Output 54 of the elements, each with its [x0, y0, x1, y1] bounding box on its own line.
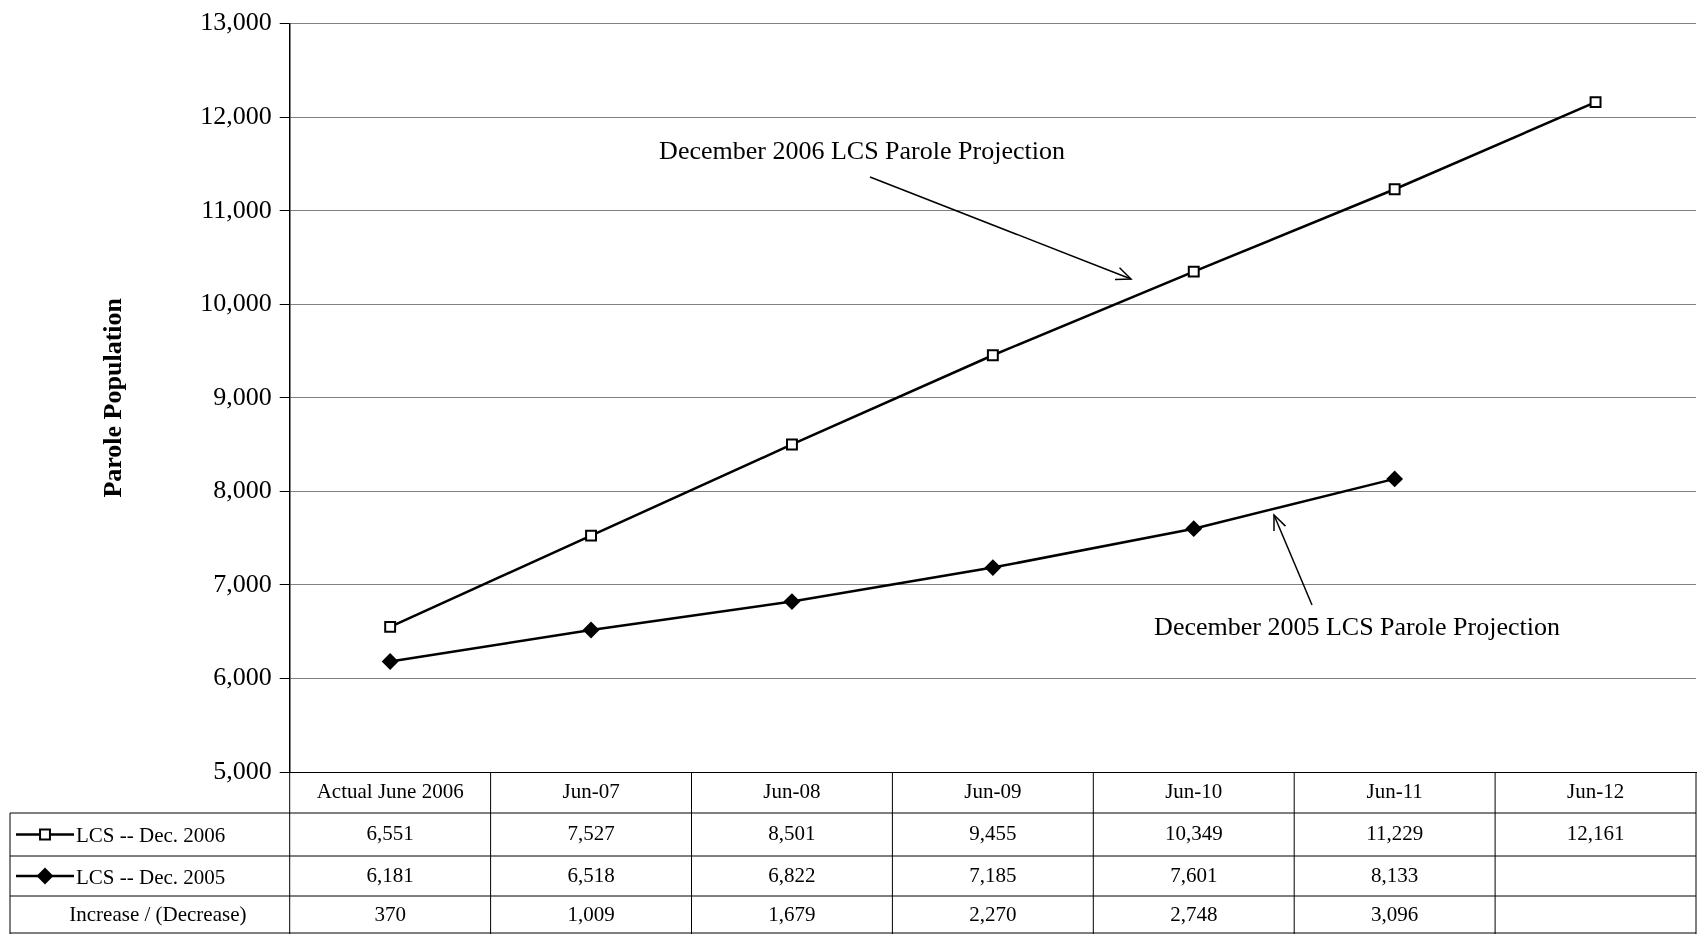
y-tick-label: 9,000: [213, 381, 272, 411]
annotation: December 2005 LCS Parole Projection: [1154, 611, 1560, 641]
legend-label: LCS -- Dec. 2005: [76, 864, 226, 889]
data-label: 7,185: [969, 862, 1017, 887]
data-label: 8,501: [768, 821, 816, 846]
text: 1,679: [768, 901, 816, 926]
data-label: 7,527: [567, 821, 615, 846]
y-axis-title: Parole Population: [98, 297, 128, 498]
point: [1589, 96, 1602, 109]
point: [583, 621, 600, 638]
point: [1185, 520, 1202, 537]
y-tick-label: 7,000: [213, 568, 272, 598]
data-label: 6,518: [567, 862, 615, 887]
point: [783, 593, 800, 610]
text: 370: [374, 901, 406, 926]
data-label: 6,551: [366, 821, 414, 846]
y-tick-label: 12,000: [200, 100, 272, 130]
x-tick-label: Jun-12: [1566, 779, 1625, 804]
text: 2,270: [969, 901, 1017, 926]
text: Increase / (Decrease): [69, 901, 247, 926]
y-tick-label: 10,000: [200, 288, 272, 318]
point: [585, 529, 597, 542]
y-tick-label: 11,000: [201, 194, 272, 224]
data-label: 6,822: [768, 862, 816, 887]
legend-label: LCS -- Dec. 2006: [76, 823, 226, 848]
text: 3,096: [1371, 901, 1419, 926]
point: [986, 349, 999, 362]
data-label: 12,161: [1566, 821, 1625, 846]
text: 2,748: [1170, 901, 1218, 926]
x-tick-label: Jun-10: [1165, 779, 1223, 804]
point: [1386, 470, 1403, 487]
annotation: December 2006 LCS Parole Projection: [659, 135, 1065, 165]
y-tick-label: 6,000: [213, 662, 272, 692]
x-tick-label: Actual June 2006: [316, 779, 464, 804]
point: [984, 559, 1001, 576]
y-tick-label: 13,000: [200, 7, 272, 37]
data-label: 10,349: [1164, 821, 1223, 846]
point: [384, 620, 397, 633]
point: [382, 653, 399, 670]
point: [786, 438, 798, 451]
data-label: 8,133: [1371, 862, 1419, 887]
data-label: 7,601: [1170, 862, 1218, 887]
point: [1187, 265, 1200, 278]
data-label: 11,229: [1366, 821, 1424, 846]
x-tick-label: Jun-11: [1366, 779, 1423, 804]
data-label: 9,455: [969, 821, 1017, 846]
y-tick-label: 5,000: [213, 755, 272, 785]
point: [1388, 183, 1401, 196]
x-tick-label: Jun-08: [763, 779, 821, 804]
x-tick-label: Jun-09: [964, 779, 1022, 804]
data-label: 6,181: [366, 862, 414, 887]
y-tick-label: 8,000: [213, 475, 272, 505]
x-tick-label: Jun-07: [562, 779, 620, 804]
text: 1,009: [567, 901, 615, 926]
